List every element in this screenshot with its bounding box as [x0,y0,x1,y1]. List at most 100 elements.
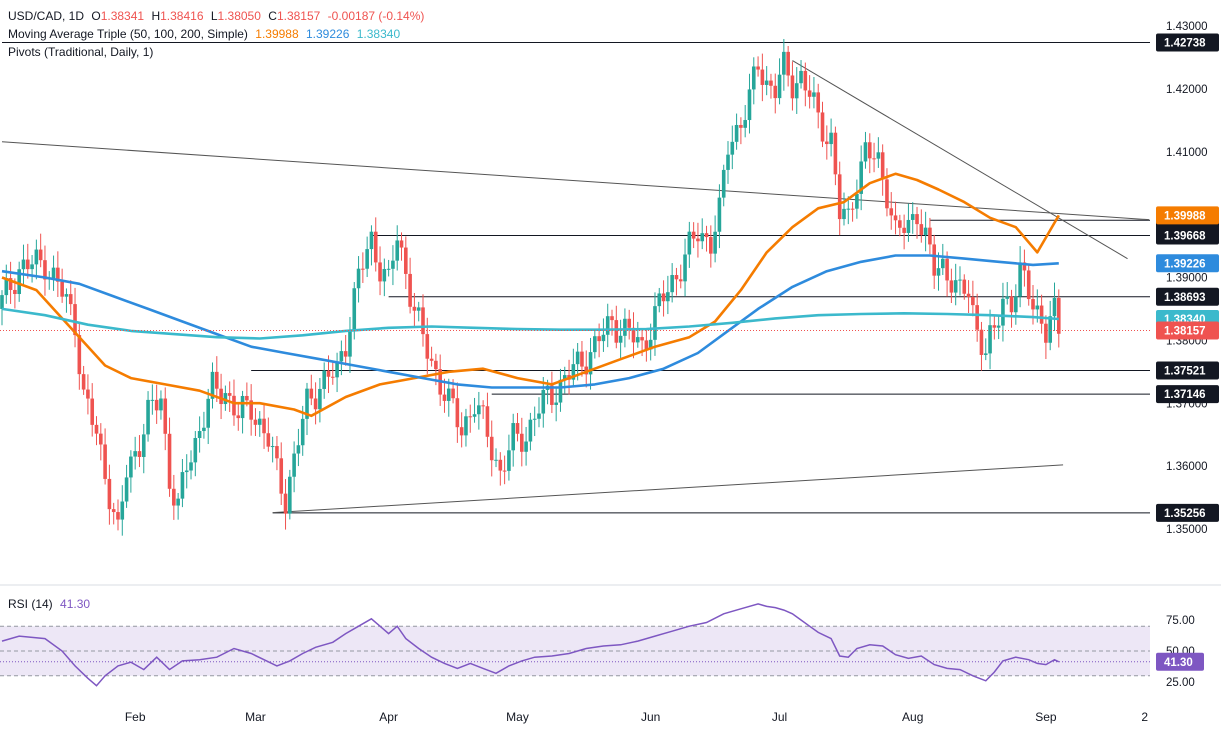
candle-body [313,398,318,410]
pivot-price-tag: 1.37521 [1156,361,1219,380]
candle-body [1052,297,1057,317]
candle-body [446,388,451,401]
candle-body [146,399,150,435]
candle-body [43,260,47,280]
candle-body [1001,298,1005,326]
candle-body [189,462,193,471]
candle-body [863,142,868,162]
candle-body [558,379,563,403]
candle-body [253,419,258,425]
candle-body [421,307,425,335]
ma50-line [1,172,1060,418]
candle-body [107,478,112,510]
candle-body [1039,305,1044,324]
candle-body [404,247,408,274]
candle-body [769,80,773,86]
candle-body [936,268,941,276]
price-axis-tick-label: 1.41000 [1166,147,1208,159]
ma-legend: Moving Average Triple (50, 100, 200, Sim… [8,27,404,42]
candle-body [971,296,975,306]
candle-body [575,351,580,365]
candle-body [562,375,567,380]
candle-body [734,124,739,142]
candle-body [240,395,245,419]
candle-body [807,90,812,97]
candle-body [429,358,434,361]
candle-body [498,459,503,471]
candle-body [605,316,610,335]
rsi-axis-tick-label: 25.00 [1166,677,1195,689]
time-axis-tick-label: Jun [641,710,660,724]
candle-body [399,240,404,248]
candle-body [232,395,236,416]
candle-body [554,402,558,405]
pivot-price-tag-bg [1156,226,1219,245]
symbol-legend: USD/CAD, 1D O1.38341 H1.38416 L1.38050 C… [8,9,428,24]
time-axis-tick-label: Jul [772,710,787,724]
rsi-value-tag-text: 41.30 [1164,657,1193,669]
candle-body [81,374,86,390]
pivot-price-tag-bg [1156,361,1219,380]
candle-body [472,414,477,417]
pivot-price-tag-text: 1.42738 [1164,37,1206,49]
last-price-tag-bg [1156,321,1219,340]
candle-body [743,120,747,128]
candle-body [283,493,288,514]
candle-body [90,398,95,425]
candle-body [537,413,541,419]
trendline [272,464,1064,514]
candle-body [820,112,825,142]
candle-body [653,306,657,340]
candle-body [477,405,481,415]
candle-body [391,260,395,269]
candle-body [361,268,365,270]
pivot-price-tag: 1.38693 [1156,287,1219,306]
candle-body [730,141,735,155]
ma200-line [1,307,1059,340]
candle-body [627,318,631,328]
candle-body [197,431,202,438]
low-value: 1.38050 [217,9,261,23]
candle-body [279,458,284,494]
candle-body [21,259,26,270]
candle-body [150,399,155,401]
candle-body [580,351,584,367]
candle-body [330,376,335,378]
candle-body [812,92,816,97]
rsi-axis-tick-label: 75.00 [1166,615,1195,627]
candle-body [339,351,344,362]
candle-body [618,335,623,343]
candle-body [661,293,666,302]
candle-body [846,208,851,210]
candle-body [898,220,902,228]
high-label: H [151,9,161,23]
candle-body [275,446,279,459]
candle-body [696,238,700,242]
candle-body [223,393,228,405]
candle-body [64,294,69,297]
time-axis-tick-label: Aug [902,710,923,724]
candle-body [38,249,43,261]
pivot-price-tag: 1.35256 [1156,503,1219,522]
candle-body [996,325,1001,328]
high-value: 1.38416 [160,9,204,23]
candle-body [163,398,168,434]
candle-body [382,268,387,282]
candle-body [614,320,619,343]
candle-body [455,398,460,428]
candle-body [885,179,889,209]
candle-body [880,152,885,180]
candle-body [25,259,30,270]
candle-body [966,293,971,297]
candle-body [799,70,803,84]
candle-body [210,371,215,399]
candle-body [623,318,627,336]
candle-body [305,388,309,419]
candle-body [657,293,662,307]
rsi-value-tag-bg [1156,652,1204,671]
trendline [1,141,1150,221]
time-axis-tick-label: May [506,710,529,724]
candle-body [214,371,219,389]
candle-body [154,399,159,411]
ma100-price-tag-text: 1.39226 [1164,258,1206,270]
